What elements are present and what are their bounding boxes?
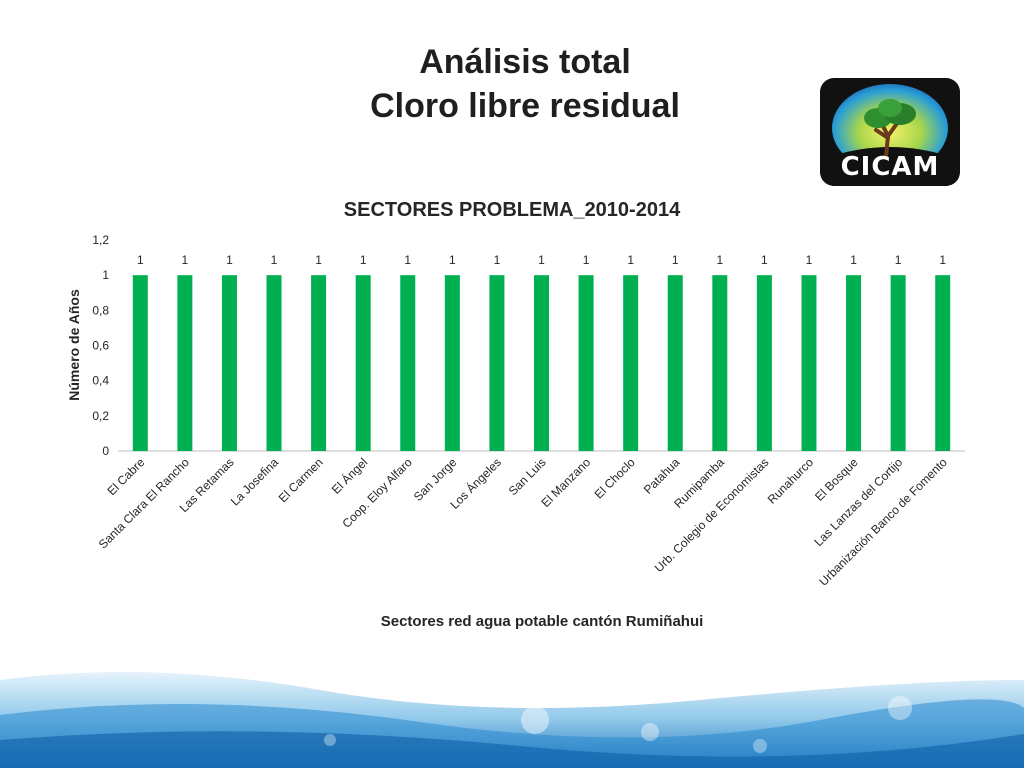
bar-chart: SECTORES PROBLEMA_2010-2014 0 0,2 0,4 0,6 0,… [66,199,965,630]
bar-data-label: 1 [271,253,278,267]
x-axis-label: Sectores red agua potable cantón Rumiñah… [381,613,704,630]
data-labels: 1 1 1 1 1 1 1 1 1 1 1 1 1 1 1 1 1 1 1 [137,253,946,267]
bar-data-label: 1 [449,253,456,267]
x-tick-label: El Choclo [592,455,638,501]
bar [667,275,683,451]
bar-data-label: 1 [672,253,679,267]
water-footer-decoration [0,672,1024,768]
bar [132,275,148,451]
bar [177,275,193,451]
bar-data-label: 1 [761,253,768,267]
x-tick-label: San Luis [506,455,549,498]
bar [355,275,371,451]
bar [756,275,772,451]
bar-data-label: 1 [583,253,590,267]
bar-data-label: 1 [360,253,367,267]
bar-data-label: 1 [806,253,813,267]
y-tick-label: 0,8 [92,303,109,317]
y-tick-label: 0,4 [92,374,109,388]
bar [266,275,282,451]
bar [846,275,862,451]
cicam-logo: CICAM [820,78,960,186]
bar-data-label: 1 [939,253,946,267]
y-axis-label: Número de Años [66,289,82,401]
slide-title: Análisis total Cloro libre residual [250,40,800,128]
bar-data-label: 1 [137,253,144,267]
bar [712,275,728,451]
y-tick-label: 0 [102,444,109,458]
x-tick-label: El Cabre [104,455,147,498]
slide-title-line2: Cloro libre residual [370,87,680,125]
bar-data-label: 1 [538,253,545,267]
bars [132,275,951,451]
y-axis-ticks: 0 0,2 0,4 0,6 0,8 1 1,2 [92,233,109,458]
chart-title: SECTORES PROBLEMA_2010-2014 [344,199,681,221]
bar [623,275,639,451]
bar [534,275,549,451]
y-tick-label: 0,6 [92,339,109,353]
x-tick-label: Las Lanzas del Cortijo [811,455,905,549]
bar-data-label: 1 [895,253,902,267]
x-tick-label: Runahurco [765,455,817,507]
y-tick-label: 1,2 [92,233,109,247]
bar [311,275,327,451]
bar-data-label: 1 [850,253,857,267]
bar-data-label: 1 [182,253,189,267]
y-tick-label: 0,2 [92,409,109,423]
bar [801,275,817,451]
bar-data-label: 1 [226,253,233,267]
bar [400,275,416,451]
x-tick-label: Patahua [641,455,683,497]
x-tick-label: El Ángel [328,455,370,497]
bar-data-label: 1 [404,253,411,267]
x-tick-label: El Carmen [276,455,326,505]
y-tick-label: 1 [102,268,109,282]
bar [221,275,237,451]
bar-data-label: 1 [315,253,322,267]
logo-text: CICAM [840,152,940,182]
bar-data-label: 1 [716,253,723,267]
bar [578,275,594,451]
tree-logo-icon [832,84,948,186]
slide-title-line1: Análisis total [419,43,631,81]
bar [444,275,460,451]
x-tick-label: La Josefina [228,455,282,509]
bar [489,275,505,451]
bar [890,275,906,451]
bar [935,275,951,451]
bar-data-label: 1 [627,253,634,267]
bar-data-label: 1 [494,253,501,267]
